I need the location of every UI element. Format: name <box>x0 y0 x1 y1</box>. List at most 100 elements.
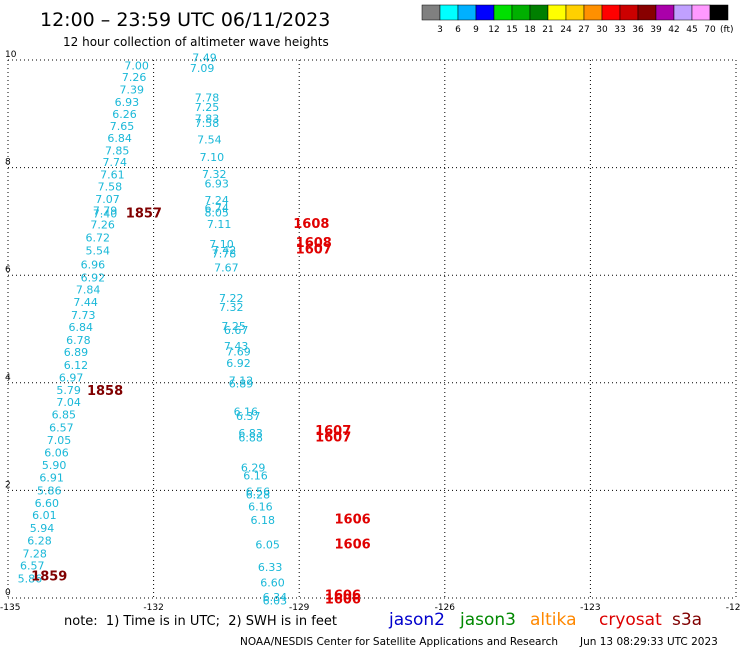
wave-height-label: 6.16 <box>234 405 259 418</box>
wave-height-label: 6.83 <box>238 427 263 440</box>
footer-credit: NOAA/NESDIS Center for Satellite Applica… <box>240 636 558 648</box>
wave-height-label: 7.78 <box>212 248 237 261</box>
x-tick-label: -120 <box>726 603 740 613</box>
wave-height-label: 6.05 <box>255 539 280 552</box>
wave-height-label: 6.06 <box>44 447 69 460</box>
wave-height-label: 6.16 <box>243 469 268 482</box>
color-swatch <box>511 4 531 21</box>
legend-jason3: jason3 <box>459 610 516 630</box>
wave-height-label: 6.85 <box>52 409 77 422</box>
legend-jason2: jason2 <box>388 610 445 630</box>
wave-height-label: 5.79 <box>56 384 81 397</box>
wave-height-label: 6.92 <box>81 271 106 284</box>
wave-height-label: 6.84 <box>107 132 132 145</box>
wave-height-label: 6.60 <box>260 576 285 589</box>
color-swatch <box>475 4 495 21</box>
y-tick-label: 4 <box>5 373 11 383</box>
color-scale-legend: 3 6 9 12 15 18 21 24 27 30 33 36 39 42 45 70 (ft) <box>421 4 734 35</box>
wave-height-label: 6.28 <box>27 534 52 547</box>
x-tick-label: -126 <box>435 603 456 613</box>
wave-height-label: 6.84 <box>69 321 94 334</box>
color-scale-label: 27 <box>578 25 589 35</box>
y-tick-label: 0 <box>5 588 11 598</box>
x-tick-label: -132 <box>143 603 163 613</box>
pass-id-label: 1607 <box>296 242 332 257</box>
wave-height-label: 6.57 <box>49 421 74 434</box>
wave-height-label: 6.78 <box>66 334 91 347</box>
y-tick-label: 10 <box>5 50 17 60</box>
wave-height-label: 7.10 <box>200 151 225 164</box>
color-scale-label: 33 <box>614 25 625 35</box>
wave-height-label: 7.28 <box>22 547 47 560</box>
color-swatch <box>493 4 513 21</box>
wave-height-label: 5.86 <box>37 484 62 497</box>
wave-height-label: 7.83 <box>195 113 220 126</box>
wave-height-label: 7.05 <box>47 434 72 447</box>
wave-height-label: 6.89 <box>229 377 254 390</box>
color-scale-label: 42 <box>668 25 679 35</box>
wave-height-label: 7.73 <box>71 309 96 322</box>
wave-height-label: 6.16 <box>248 501 273 514</box>
wave-height-label: 6.18 <box>251 514 276 527</box>
color-swatch <box>601 4 621 21</box>
color-swatch <box>673 4 693 21</box>
pass-id-label: 1606 <box>325 588 361 603</box>
x-axis-tick-labels: -135 -132 -129 -126 -123 -120 <box>0 603 740 613</box>
wave-height-label: 7.32 <box>202 168 227 181</box>
wave-height-label: 7.04 <box>56 396 81 409</box>
wave-height-label: 7.11 <box>207 218 232 231</box>
wave-height-label: 7.32 <box>219 301 244 314</box>
color-scale-label: 24 <box>560 25 572 35</box>
wave-height-label: 6.01 <box>32 509 57 522</box>
pass-id-label: 1606 <box>334 512 370 527</box>
wave-height-label: 6.56 <box>246 485 271 498</box>
wave-height-label: 7.00 <box>124 59 149 72</box>
wave-height-label: 7.65 <box>110 120 135 133</box>
pass-id-label: 1606 <box>325 593 361 608</box>
wave-height-label: 5.94 <box>30 522 55 535</box>
wave-height-label: 8.05 <box>204 206 229 219</box>
grid-lines <box>7 59 737 599</box>
wave-height-label: 7.24 <box>204 194 229 207</box>
chart-title: 12:00 – 23:59 UTC 06/11/2023 <box>40 9 330 31</box>
wave-height-label: 6.28 <box>246 489 271 502</box>
wave-height-label: 6.72 <box>86 232 111 245</box>
pass-id-label: 1607 <box>315 424 351 439</box>
wave-height-label: 6.74 <box>204 202 229 215</box>
color-scale-label: 36 <box>632 25 644 35</box>
color-scale-label: 9 <box>473 25 479 35</box>
color-swatch <box>709 4 729 21</box>
wave-height-label: 7.26 <box>122 71 147 84</box>
color-scale-unit: (ft) <box>720 25 734 35</box>
wave-height-label: 7.12 <box>229 375 254 388</box>
wave-height-label: 6.97 <box>59 371 84 384</box>
wave-height-label: 6.91 <box>39 471 64 484</box>
wave-height-label: 6.37 <box>236 410 261 423</box>
pass-id-label: 1608 <box>293 217 329 232</box>
color-swatch <box>457 4 477 21</box>
wave-height-label: 7.44 <box>73 296 98 309</box>
wave-height-label: 7.58 <box>195 117 220 130</box>
wave-height-label: 7.09 <box>190 62 215 75</box>
wave-height-label: 7.79 <box>93 205 118 218</box>
pass-id-label: 1606 <box>334 538 370 553</box>
color-swatch <box>619 4 639 21</box>
wave-height-label: 7.54 <box>197 134 222 147</box>
wave-height-label: 6.12 <box>64 359 89 372</box>
wave-height-label: 5.86 <box>18 573 43 586</box>
wave-height-label: 7.07 <box>95 193 120 206</box>
color-swatch <box>547 4 567 21</box>
wave-height-label: 6.88 <box>238 432 263 445</box>
wave-height-label: 6.29 <box>241 461 266 474</box>
y-tick-label: 6 <box>5 265 11 275</box>
wave-height-label: 6.92 <box>226 357 251 370</box>
color-scale-label: 45 <box>686 25 697 35</box>
x-tick-label: -135 <box>0 603 20 613</box>
pass-id-label: 1608 <box>296 236 332 251</box>
color-scale-label: 3 <box>437 25 443 35</box>
color-swatch <box>439 4 459 21</box>
color-swatch <box>637 4 657 21</box>
satellite-legend: jason2 jason3 altika cryosat s3a <box>388 610 702 630</box>
pass-id-label: 1607 <box>315 431 351 446</box>
